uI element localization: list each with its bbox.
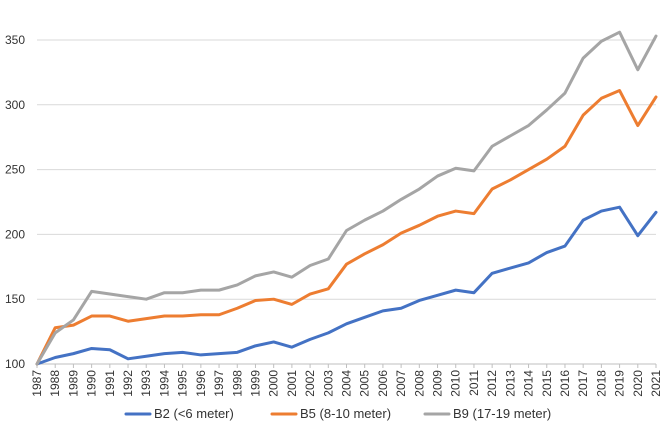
x-tick-label: 1991: [103, 370, 117, 397]
x-tick-label: 2017: [576, 370, 590, 397]
x-tick-label: 2010: [449, 370, 463, 397]
x-tick-label: 1988: [48, 370, 62, 397]
x-tick-label: 2006: [376, 370, 390, 397]
x-tick-label: 1999: [248, 370, 262, 397]
y-tick-label: 100: [5, 357, 25, 371]
x-tick-label: 2004: [340, 370, 354, 397]
x-tick-label: 2007: [394, 370, 408, 397]
x-tick-label: 2020: [631, 370, 645, 397]
x-tick-label: 1997: [212, 370, 226, 397]
legend-label-b2: B2 (<6 meter): [154, 406, 234, 421]
x-tick-label: 2019: [613, 370, 627, 397]
x-tick-label: 2011: [467, 370, 481, 396]
series-lines: [35, 30, 658, 366]
x-tick-label: 1989: [66, 370, 80, 397]
x-tick-label: 2000: [267, 370, 281, 397]
legend-label-b5: B5 (8-10 meter): [300, 406, 391, 421]
y-tick-label: 200: [5, 227, 25, 241]
x-tick-label: 2009: [431, 370, 445, 397]
x-tick-label: 1990: [85, 370, 99, 397]
x-tick-label: 2003: [321, 370, 335, 397]
x-tick-label: 2001: [285, 370, 299, 397]
series-line-b9: [35, 30, 658, 366]
x-tick-label: 2008: [412, 370, 426, 397]
x-tick-label: 1994: [157, 370, 171, 397]
x-tick-label: 2002: [303, 370, 317, 397]
x-tick-label: 2018: [594, 370, 608, 397]
legend: B2 (<6 meter) B5 (8-10 meter) B9 (17-19 me…: [124, 406, 551, 421]
x-tick-label: 2012: [485, 370, 499, 397]
x-tick-label: 1992: [121, 370, 135, 397]
x-tick-label: 2005: [358, 370, 372, 397]
y-tick-label: 150: [5, 292, 25, 306]
x-tick-label: 1987: [30, 370, 44, 397]
x-tick-label: 1995: [176, 370, 190, 397]
y-tick-label: 250: [5, 163, 25, 177]
axes: 100 150 200 250 300 350 1987 1988 1989 1990 1991 19…: [5, 33, 663, 397]
x-tick-label: 2016: [558, 370, 572, 397]
x-tick-label: 1998: [230, 370, 244, 397]
series-line-b2: [35, 205, 658, 366]
gridlines: [37, 39, 656, 300]
x-tick-label: 2021: [649, 370, 663, 397]
series-line-b5: [35, 89, 658, 366]
x-tick-label: 2013: [503, 370, 517, 397]
x-tick-label: 2015: [540, 370, 554, 397]
x-tick-label: 1993: [139, 370, 153, 397]
y-tick-label: 350: [5, 33, 25, 47]
y-tick-label: 300: [5, 98, 25, 112]
legend-label-b9: B9 (17-19 meter): [453, 406, 551, 421]
x-tick-label: 1996: [194, 370, 208, 397]
x-tick-label: 2014: [522, 370, 536, 397]
